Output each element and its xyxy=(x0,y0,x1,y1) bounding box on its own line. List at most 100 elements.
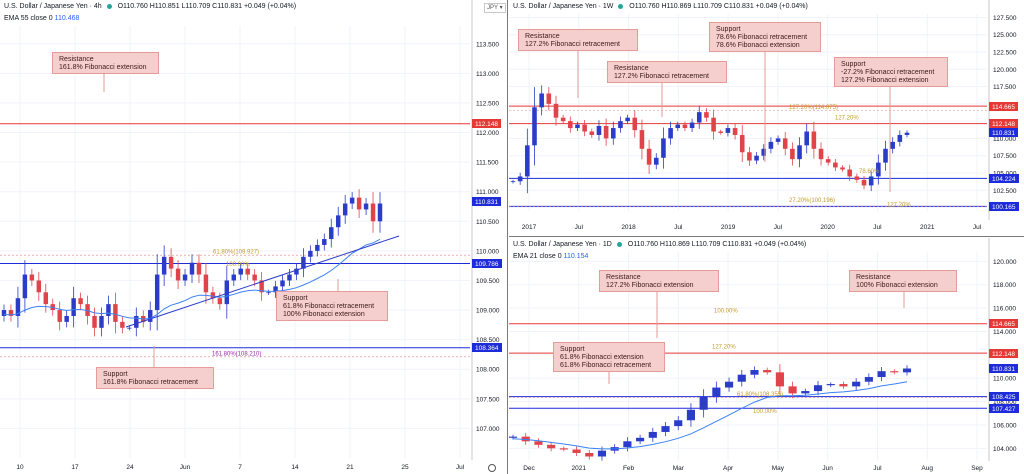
y-tick-label: 118.000 xyxy=(993,282,1016,289)
callout-support-4h-a[interactable]: Support 61.8% Fibonacci retracement 100%… xyxy=(276,291,388,321)
candle-body xyxy=(287,274,292,281)
market-status-icon xyxy=(616,241,622,247)
candle-body xyxy=(610,128,616,139)
candle-body xyxy=(712,387,721,397)
x-tick-label: 2021 xyxy=(572,465,587,472)
candle-body xyxy=(883,148,888,163)
x-tick-label: Jun xyxy=(822,465,833,472)
candle-body xyxy=(568,121,573,129)
price-label-resistance: 112.148 xyxy=(472,119,502,129)
callout-resistance-1d-b[interactable]: Resistance 100% Fibonacci extension xyxy=(849,270,957,292)
candle-body xyxy=(890,371,899,373)
callout-support-1w-a[interactable]: Support 78.6% Fibonacci retracement 78.6… xyxy=(709,22,821,52)
candle-body xyxy=(335,215,341,228)
candle-body xyxy=(790,148,795,160)
chart-pane-1d[interactable]: 104.000106.000108.000110.000112.000114.0… xyxy=(509,238,1024,474)
candle-body xyxy=(818,148,824,160)
y-tick-label: 102.500 xyxy=(993,188,1017,195)
candle-body xyxy=(64,315,69,322)
price-label-last: 110.831 xyxy=(472,197,502,207)
candle-body xyxy=(308,250,313,257)
y-tick-label: 104.000 xyxy=(993,446,1017,453)
candle-body xyxy=(546,93,552,104)
callout-resistance-1d-a[interactable]: Resistance 127.2% Fibonacci extension xyxy=(599,270,719,292)
candle-body xyxy=(532,107,537,146)
candle-body xyxy=(839,384,848,387)
chart-header-1w: U.S. Dollar / Japanese Yen · 1W O110.760… xyxy=(513,3,808,10)
callout-resistance-1w-a[interactable]: Resistance 127.2% Fibonacci retracement xyxy=(518,29,638,51)
x-tick-label: Mar xyxy=(673,465,685,472)
ema-legend-4h[interactable]: EMA 55 close 0 110.468 xyxy=(4,15,79,22)
candle-body xyxy=(134,315,139,328)
y-tick-label: 107.000 xyxy=(476,426,500,433)
candle-body xyxy=(646,148,652,165)
y-tick-label: 112.000 xyxy=(476,130,499,137)
candle-body xyxy=(868,176,874,186)
candle-body xyxy=(711,117,716,132)
callout-resistance-4h[interactable]: Resistance 161.8% Fibonacci extension xyxy=(52,52,159,74)
x-tick-label: 2018 xyxy=(621,224,636,231)
callout-resistance-1w-b[interactable]: Resistance 127.2% Fibonacci retracement xyxy=(607,61,727,83)
currency-button[interactable]: JPY ▾ xyxy=(484,3,506,13)
fibonacci-label: 61.80%(108.355) xyxy=(737,392,783,398)
candle-body xyxy=(196,262,202,275)
candle-body xyxy=(57,310,62,322)
chart-header-1d: U.S. Dollar / Japanese Yen · 1D O110.760… xyxy=(513,241,806,248)
candle-body xyxy=(168,256,174,269)
x-tick-label: Apr xyxy=(723,465,734,472)
candle-body xyxy=(175,268,181,281)
x-tick-label: Jul xyxy=(575,224,584,231)
ema-legend-1d[interactable]: EMA 21 close 0 110.154 xyxy=(513,253,588,260)
chart-pane-4h[interactable]: 107.000 107.500 108.000 108.500 109.000 109.5… xyxy=(0,0,508,474)
candle-body xyxy=(825,159,831,163)
candle-body xyxy=(704,112,709,118)
y-tick-label: 125.000 xyxy=(993,32,1017,39)
x-tick-label: Jul xyxy=(456,464,465,471)
candle-body xyxy=(273,286,278,293)
candle-body xyxy=(890,141,895,149)
symbol-title-1w: U.S. Dollar / Japanese Yen · 1W xyxy=(513,3,614,10)
candle-body xyxy=(560,117,566,122)
callout-support-1d[interactable]: Support 61.8% Fibonacci extension 61.8% … xyxy=(553,342,665,372)
candle-body xyxy=(797,145,802,160)
candle-body xyxy=(294,268,299,275)
x-tick-label: Jul xyxy=(973,224,982,231)
y-tick-label: 120.000 xyxy=(993,259,1017,266)
candle-body xyxy=(840,167,845,170)
x-tick-label: 24 xyxy=(126,464,134,471)
candle-body xyxy=(189,262,195,275)
candle-body xyxy=(1,310,7,316)
price-label-last: 110.831 xyxy=(989,128,1019,138)
price-label-support: 100.165 xyxy=(989,201,1019,211)
market-status-icon xyxy=(106,3,112,9)
candle-body xyxy=(29,274,35,281)
candle-body xyxy=(775,372,784,387)
candle-body xyxy=(699,396,708,410)
trendline xyxy=(125,235,400,328)
fibonacci-label: 61.80%(109.927) xyxy=(213,250,259,256)
x-tick-label: 10 xyxy=(16,464,24,471)
chart-header-4h: U.S. Dollar / Japanese Yen · 4h O110.760… xyxy=(4,3,296,10)
callout-support-1w-b[interactable]: Support -27.2% Fibonacci retracement 127… xyxy=(834,57,948,87)
candle-body xyxy=(623,441,632,448)
callout-support-4h-b[interactable]: Support 161.8% Fibonacci retracement xyxy=(96,367,214,389)
fibonacci-label: 161.80%(108.210) xyxy=(212,351,261,357)
candle-body xyxy=(231,274,237,281)
candle-body xyxy=(559,448,568,450)
y-tick-label: 127.500 xyxy=(993,15,1017,22)
candle-body xyxy=(363,203,369,210)
price-label-support: 109.786 xyxy=(472,259,502,269)
candle-body xyxy=(811,131,817,149)
candle-body xyxy=(653,157,659,165)
candle-body xyxy=(648,431,657,438)
candle-body xyxy=(182,274,188,281)
chart-pane-1w[interactable]: 100.000102.500105.000107.500110.000112.5… xyxy=(509,0,1024,237)
candle-body xyxy=(15,298,21,316)
price-label-resistance: 112.148 xyxy=(989,119,1019,129)
price-label-resistance: 112.148 xyxy=(989,348,1019,358)
candle-body xyxy=(761,148,767,156)
y-tick-label: 109.000 xyxy=(476,308,500,315)
price-label-support: 108.425 xyxy=(989,392,1019,402)
candle-body xyxy=(161,256,167,275)
fibonacci-label: 127.20%(114.075) xyxy=(789,105,838,111)
